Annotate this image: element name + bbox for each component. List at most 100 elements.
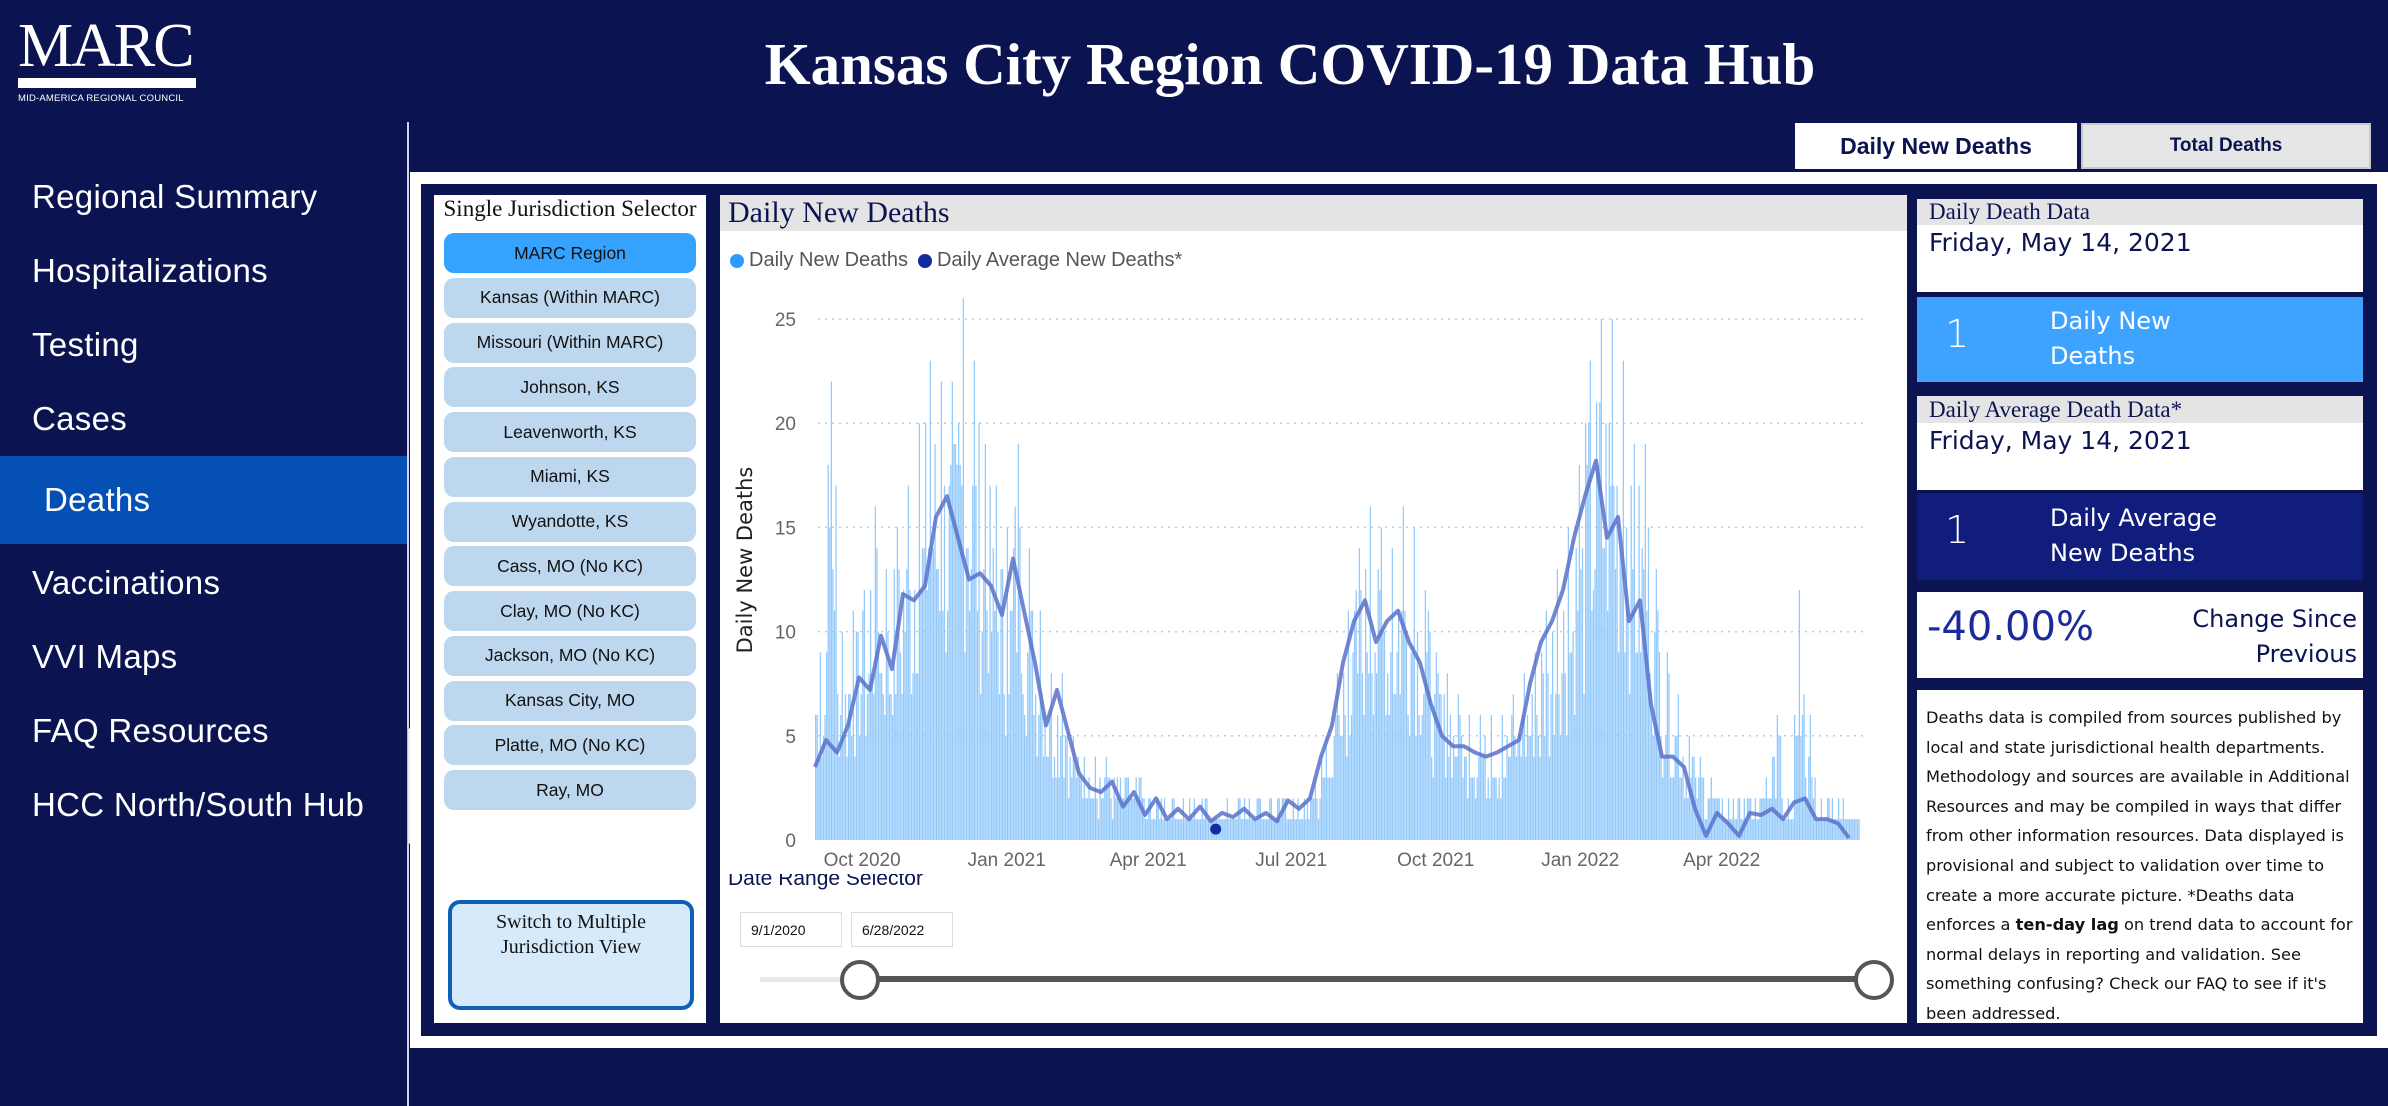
bar-daily-new-deaths <box>1080 777 1082 840</box>
bar-daily-new-deaths <box>1750 798 1752 840</box>
jurisdiction-option-platte-mo-no-kc[interactable]: Platte, MO (No KC) <box>444 725 696 766</box>
bar-daily-new-deaths <box>862 610 864 840</box>
bar-daily-new-deaths <box>1112 819 1114 840</box>
bar-daily-new-deaths <box>1765 777 1768 840</box>
bar-daily-new-deaths <box>1594 569 1596 840</box>
sidebar-item-vaccinations[interactable]: Vaccinations <box>32 564 221 601</box>
bar-daily-new-deaths <box>1283 798 1285 840</box>
y-tick-label: 5 <box>785 727 796 748</box>
daily-new-deaths-kpi-label: Daily New Deaths <box>2050 304 2171 374</box>
bar-daily-new-deaths <box>1552 631 1554 840</box>
bar-daily-new-deaths <box>1380 527 1383 840</box>
tab-daily-new-deaths[interactable]: Daily New Deaths <box>1795 123 2077 169</box>
legend-entry-average[interactable]: Daily Average New Deaths* <box>917 249 1183 272</box>
bar-daily-new-deaths <box>1267 819 1269 840</box>
sidebar-item-hcc-north-south-hub[interactable]: HCC North/South Hub <box>32 786 365 823</box>
bar-daily-new-deaths <box>1154 819 1156 840</box>
bar-daily-new-deaths <box>1783 819 1785 840</box>
bar-daily-new-deaths <box>967 548 969 840</box>
bar-daily-new-deaths <box>959 464 961 840</box>
jurisdiction-option-missouri-within-marc[interactable]: Missouri (Within MARC) <box>444 322 696 363</box>
page-title: Kansas City Region COVID-19 Data Hub <box>764 31 1816 97</box>
avg-kpi-label-line2: New Deaths <box>2050 539 2196 567</box>
bar-daily-new-deaths <box>969 610 971 840</box>
sidebar-item-faq-resources[interactable]: FAQ Resources <box>32 712 269 749</box>
avg-new-deaths-value: 1 <box>1945 508 1970 552</box>
bar-daily-new-deaths <box>865 735 867 840</box>
bar-daily-new-deaths <box>1303 798 1306 840</box>
bar-daily-new-deaths <box>1396 652 1398 840</box>
bar-daily-new-deaths <box>1405 631 1408 840</box>
sidebar-item-hospitalizations[interactable]: Hospitalizations <box>32 252 268 289</box>
switch-multiple-jurisdiction-button[interactable]: Switch to Multiple Jurisdiction View <box>448 900 694 1010</box>
bar-daily-new-deaths <box>1261 819 1263 840</box>
bar-daily-new-deaths <box>1325 735 1328 840</box>
bar-daily-new-deaths <box>1259 798 1262 840</box>
bar-daily-new-deaths <box>1665 735 1667 840</box>
sidebar-item-deaths[interactable]: Deaths <box>0 456 407 544</box>
bar-daily-new-deaths <box>1233 819 1235 840</box>
bar-daily-new-deaths <box>1465 756 1467 840</box>
sidebar-item-vvi-maps[interactable]: VVI Maps <box>32 638 178 675</box>
jurisdiction-option-kansas-city-mo[interactable]: Kansas City, MO <box>444 680 696 721</box>
bar-daily-new-deaths <box>921 548 924 840</box>
bar-daily-new-deaths <box>1726 819 1728 840</box>
sidebar-item-testing[interactable]: Testing <box>32 326 139 363</box>
date-slider-end-handle[interactable] <box>1854 960 1894 1000</box>
bar-daily-new-deaths <box>1676 735 1678 840</box>
bar-daily-new-deaths <box>1105 756 1108 840</box>
bar-daily-new-deaths <box>1621 569 1623 840</box>
bar-daily-new-deaths <box>943 485 946 840</box>
jurisdiction-option-miami-ks[interactable]: Miami, KS <box>444 456 696 497</box>
bar-daily-new-deaths <box>1119 777 1122 840</box>
bar-daily-new-deaths <box>1479 714 1482 840</box>
bar-daily-new-deaths <box>888 694 891 840</box>
bar-daily-new-deaths <box>1229 819 1232 840</box>
bar-daily-new-deaths <box>1767 798 1769 840</box>
bar-daily-new-deaths <box>1118 798 1120 840</box>
jurisdiction-option-kansas-within-marc[interactable]: Kansas (Within MARC) <box>444 277 696 318</box>
jurisdiction-option-jackson-mo-no-kc[interactable]: Jackson, MO (No KC) <box>444 635 696 676</box>
bar-daily-new-deaths <box>928 548 930 840</box>
bar-daily-new-deaths <box>1669 777 1672 840</box>
bar-daily-new-deaths <box>1415 735 1417 840</box>
jurisdiction-option-wyandotte-ks[interactable]: Wyandotte, KS <box>444 501 696 542</box>
bar-daily-new-deaths <box>1093 798 1095 840</box>
bar-daily-new-deaths <box>899 652 902 840</box>
change-since-previous-week-value: -40.00% <box>1927 604 2094 650</box>
bar-daily-new-deaths <box>1008 694 1010 840</box>
bar-daily-new-deaths <box>1602 548 1604 840</box>
daily-deaths-chart[interactable]: 0 5 10 15 20 25 Daily New Deaths Oct 2020 Jan 20… <box>720 290 1907 880</box>
date-start-input[interactable]: 9/1/2020 <box>740 912 842 947</box>
bar-daily-new-deaths <box>1842 798 1845 840</box>
tab-total-deaths[interactable]: Total Deaths <box>2081 123 2371 169</box>
date-slider-range <box>860 976 1874 982</box>
bar-daily-new-deaths <box>1489 798 1491 840</box>
bar-daily-new-deaths <box>1368 673 1370 840</box>
date-end-input[interactable]: 6/28/2022 <box>851 912 953 947</box>
bar-daily-new-deaths <box>1058 777 1060 840</box>
bar-daily-new-deaths <box>1079 777 1081 840</box>
sidebar-item-regional-summary[interactable]: Regional Summary <box>32 178 318 215</box>
bar-daily-new-deaths <box>887 631 889 840</box>
jurisdiction-option-ray-mo[interactable]: Ray, MO <box>444 770 696 810</box>
bar-daily-new-deaths <box>1354 610 1356 840</box>
legend-label-average: Daily Average New Deaths* <box>936 249 1183 271</box>
legend-entry-daily[interactable]: Daily New Deaths <box>730 249 908 272</box>
bar-daily-new-deaths <box>1822 819 1824 840</box>
jurisdiction-option-cass-mo-no-kc[interactable]: Cass, MO (No KC) <box>444 546 696 587</box>
jurisdiction-option-marc-region[interactable]: MARC Region <box>444 233 696 273</box>
bar-daily-new-deaths <box>826 652 828 840</box>
daily-new-deaths-kpi <box>1917 297 2363 382</box>
sidebar-item-cases[interactable]: Cases <box>32 400 128 437</box>
date-slider-start-handle[interactable] <box>840 960 880 1000</box>
bar-daily-new-deaths <box>1588 423 1590 840</box>
jurisdiction-option-clay-mo-no-kc[interactable]: Clay, MO (No KC) <box>444 591 696 631</box>
jurisdiction-option-leavenworth-ks[interactable]: Leavenworth, KS <box>444 412 696 452</box>
methodology-note: Deaths data is compiled from sources pub… <box>1926 703 2360 1029</box>
bar-daily-new-deaths <box>1699 756 1702 840</box>
jurisdiction-option-johnson-ks[interactable]: Johnson, KS <box>444 367 696 408</box>
bar-daily-new-deaths <box>1328 777 1331 840</box>
bar-daily-new-deaths <box>1017 444 1020 840</box>
bar-daily-new-deaths <box>1305 819 1307 840</box>
